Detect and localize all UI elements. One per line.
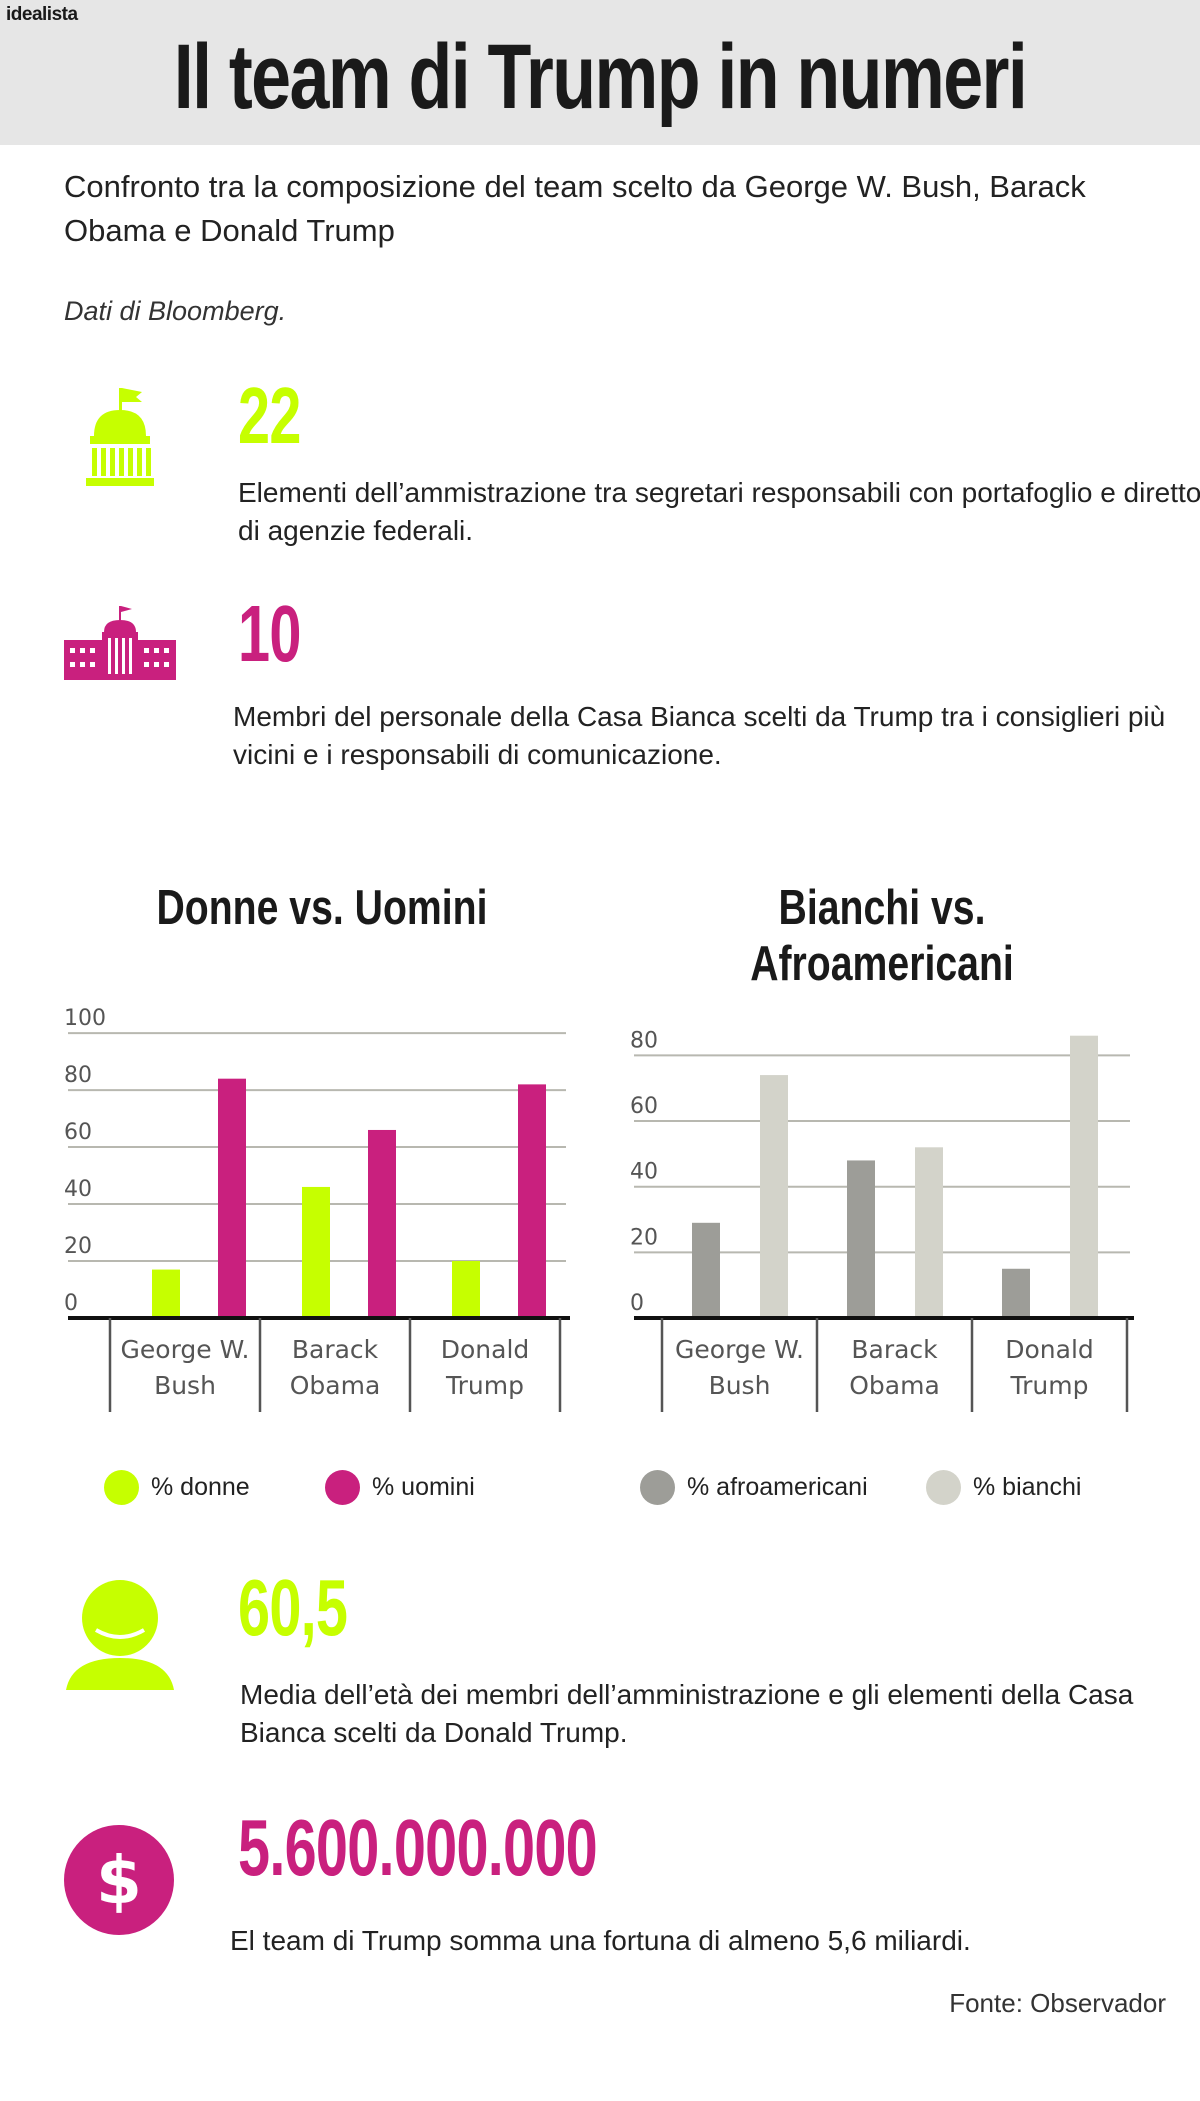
x-category-label: Bush — [154, 1371, 216, 1400]
y-tick-label: 0 — [64, 1291, 78, 1316]
stat-desc-wealth: El team di Trump somma una fortuna di al… — [230, 1925, 971, 1956]
bar-donne — [302, 1186, 330, 1318]
white-house-icon — [64, 606, 176, 680]
x-category-label: Donald — [1005, 1335, 1094, 1364]
legend-women: % donne — [104, 1470, 250, 1505]
y-tick-label: 80 — [630, 1028, 658, 1053]
legend-label-women: % donne — [151, 1473, 250, 1501]
bar-uomini — [368, 1129, 396, 1318]
x-category-label: Trump — [1010, 1371, 1089, 1400]
chart-gender: 0 20 40 60 80 100 George W. Bush Barack Obama Dona… — [64, 1006, 570, 1412]
person-icon — [66, 1580, 174, 1690]
legend-swatch-women — [104, 1470, 139, 1505]
capitol-icon — [86, 388, 154, 486]
x-category-label: Obama — [290, 1371, 381, 1400]
y-tick-label: 40 — [630, 1160, 658, 1185]
y-tick-label: 60 — [630, 1094, 658, 1119]
chart-ethnicity: 0 20 40 60 80 George W. Bush Barack Obama Donald T… — [630, 1028, 1134, 1412]
chart-title-gender: Donne vs. Uomini — [156, 881, 488, 935]
bar-afroamericani — [847, 1160, 875, 1318]
dollar-icon: $ — [64, 1825, 174, 1935]
y-tick-label: 60 — [64, 1120, 92, 1145]
stat-number-age: 60,5 — [238, 1563, 348, 1652]
stat-number-staff: 10 — [238, 589, 301, 678]
brand-logo: idealista — [6, 4, 78, 25]
legend-label-men: % uomini — [372, 1473, 475, 1501]
bar-uomini — [518, 1084, 546, 1318]
legend-label-white: % bianchi — [973, 1473, 1082, 1501]
stat-desc-age: Media dell’età dei membri dell’amministr… — [240, 1679, 1134, 1748]
chart-title-ethnicity: Bianchi vs. Afroamericani — [750, 881, 1014, 991]
legend-men: % uomini — [325, 1470, 475, 1505]
y-tick-label: 0 — [630, 1291, 644, 1316]
x-category-label: George W. — [675, 1335, 804, 1364]
source-note: Dati di Bloomberg. — [64, 296, 287, 326]
subtitle: Confronto tra la composizione del team s… — [64, 169, 1086, 248]
stat-number-wealth: 5.600.000.000 — [238, 1803, 598, 1892]
y-tick-label: 100 — [64, 1006, 106, 1031]
legend-swatch-white — [926, 1470, 961, 1505]
bar-bianchi — [915, 1147, 943, 1318]
legend-white: % bianchi — [926, 1470, 1081, 1505]
legend-swatch-men — [325, 1470, 360, 1505]
bar-afroamericani — [1002, 1268, 1030, 1318]
x-category-label: Barack — [851, 1335, 938, 1364]
legend-label-african-american: % afroamericani — [687, 1473, 868, 1501]
bar-uomini — [218, 1078, 246, 1318]
svg-text:$: $ — [96, 1842, 142, 1919]
legend-swatch-african-american — [640, 1470, 675, 1505]
bar-donne — [452, 1261, 480, 1318]
y-tick-label: 20 — [64, 1234, 92, 1259]
stat-desc-cabinet: Elementi dell’ammistrazione tra segretar… — [238, 477, 1200, 546]
page-title: Il team di Trump in numeri — [173, 26, 1028, 128]
x-category-label: Obama — [849, 1371, 940, 1400]
bar-donne — [152, 1269, 180, 1318]
x-category-label: Barack — [292, 1335, 379, 1364]
stat-desc-staff: Membri del personale della Casa Bianca s… — [233, 701, 1166, 770]
stat-number-cabinet: 22 — [238, 371, 301, 460]
footer-source: Fonte: Observador — [949, 1988, 1166, 2018]
y-tick-label: 40 — [64, 1177, 92, 1202]
bar-afroamericani — [692, 1222, 720, 1318]
legend-african-american: % afroamericani — [640, 1470, 868, 1505]
x-category-label: Trump — [445, 1371, 524, 1400]
y-tick-label: 80 — [64, 1063, 92, 1088]
x-category-label: George W. — [121, 1335, 250, 1364]
header-banner: idealista Il team di Trump in numeri — [0, 0, 1200, 145]
bar-bianchi — [1070, 1035, 1098, 1318]
x-category-label: Donald — [441, 1335, 530, 1364]
y-tick-label: 20 — [630, 1225, 658, 1250]
bar-bianchi — [760, 1075, 788, 1318]
x-category-label: Bush — [709, 1371, 771, 1400]
